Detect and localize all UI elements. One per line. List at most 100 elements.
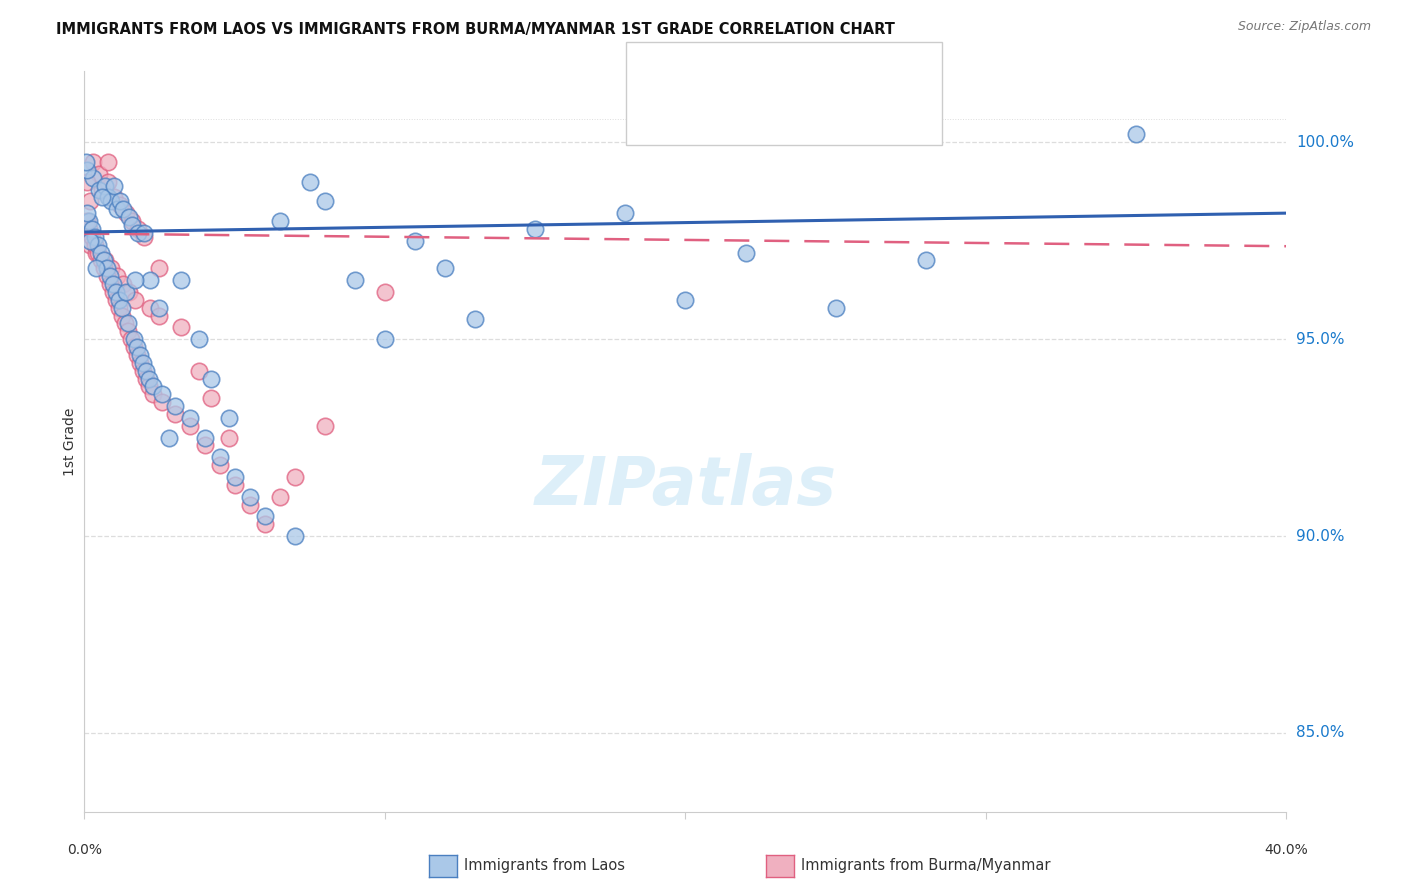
Point [104, 293, 127, 307]
Point [200, 371, 222, 385]
Point [129, 356, 152, 370]
Point [253, 509, 276, 524]
Text: -0.009: -0.009 [727, 103, 786, 121]
Point [239, 498, 262, 512]
Point [139, 301, 162, 315]
Point [91, 190, 114, 204]
Point [343, 273, 366, 287]
Point [194, 438, 217, 452]
Point [218, 411, 240, 425]
Point [734, 245, 756, 260]
Point [122, 340, 145, 354]
Point [90, 245, 112, 260]
Point [107, 202, 129, 217]
Point [110, 198, 132, 212]
Point [269, 490, 291, 504]
Point [115, 285, 138, 299]
Point [824, 301, 846, 315]
Point [108, 301, 131, 315]
Point [148, 301, 170, 315]
Point [194, 431, 217, 445]
Point [138, 371, 160, 385]
Point [112, 277, 135, 291]
Text: 100.0%: 100.0% [1296, 135, 1354, 150]
Point [86, 261, 108, 276]
Point [134, 226, 156, 240]
Text: 63: 63 [845, 103, 868, 121]
Point [93, 253, 115, 268]
Point [1125, 128, 1147, 142]
Point [134, 229, 156, 244]
Point [86, 245, 108, 260]
Point [208, 450, 231, 465]
Point [132, 356, 155, 370]
Point [218, 431, 240, 445]
Point [111, 309, 134, 323]
Point [148, 309, 170, 323]
Point [132, 364, 155, 378]
Point [614, 206, 637, 220]
Point [148, 261, 170, 276]
Point [208, 458, 231, 472]
Text: Immigrants from Burma/Myanmar: Immigrants from Burma/Myanmar [801, 858, 1050, 872]
Point [76, 206, 98, 220]
Point [314, 418, 336, 433]
Point [90, 253, 112, 268]
Text: N =: N = [800, 60, 837, 78]
Point [434, 261, 457, 276]
Point [125, 340, 148, 354]
Point [187, 364, 209, 378]
Point [135, 371, 157, 385]
Point [96, 261, 118, 276]
Point [87, 237, 110, 252]
Text: R =: R = [679, 103, 716, 121]
Point [79, 194, 101, 209]
Point [284, 470, 307, 484]
Point [253, 517, 276, 532]
Point [114, 317, 136, 331]
Point [89, 167, 111, 181]
Point [76, 175, 98, 189]
Point [284, 529, 307, 543]
Point [163, 399, 186, 413]
Point [98, 269, 121, 284]
Point [98, 277, 121, 291]
Point [142, 387, 165, 401]
Point [124, 273, 146, 287]
Point [200, 391, 222, 405]
Point [127, 226, 149, 240]
Text: IMMIGRANTS FROM LAOS VS IMMIGRANTS FROM BURMA/MYANMAR 1ST GRADE CORRELATION CHAR: IMMIGRANTS FROM LAOS VS IMMIGRANTS FROM … [56, 22, 896, 37]
Point [97, 190, 120, 204]
Point [97, 155, 120, 169]
Point [152, 387, 174, 401]
Point [152, 395, 174, 409]
Point [107, 269, 129, 284]
Point [80, 222, 103, 236]
Point [103, 190, 125, 204]
Point [115, 206, 138, 220]
Point [76, 162, 98, 177]
Point [915, 253, 938, 268]
Point [104, 285, 127, 299]
Point [121, 214, 143, 228]
Point [121, 218, 143, 232]
Point [108, 293, 131, 307]
Point [125, 348, 148, 362]
Point [187, 332, 209, 346]
Point [94, 178, 117, 193]
Point [179, 418, 201, 433]
Point [80, 229, 103, 244]
Point [157, 431, 180, 445]
Text: 90.0%: 90.0% [1296, 529, 1344, 543]
Point [117, 317, 139, 331]
Point [124, 293, 146, 307]
Point [524, 222, 547, 236]
Point [117, 324, 139, 338]
Text: 40.0%: 40.0% [1264, 843, 1309, 857]
Point [298, 175, 321, 189]
Point [89, 182, 111, 196]
Text: N =: N = [800, 103, 837, 121]
Point [101, 285, 124, 299]
Point [169, 320, 191, 334]
Point [87, 245, 110, 260]
